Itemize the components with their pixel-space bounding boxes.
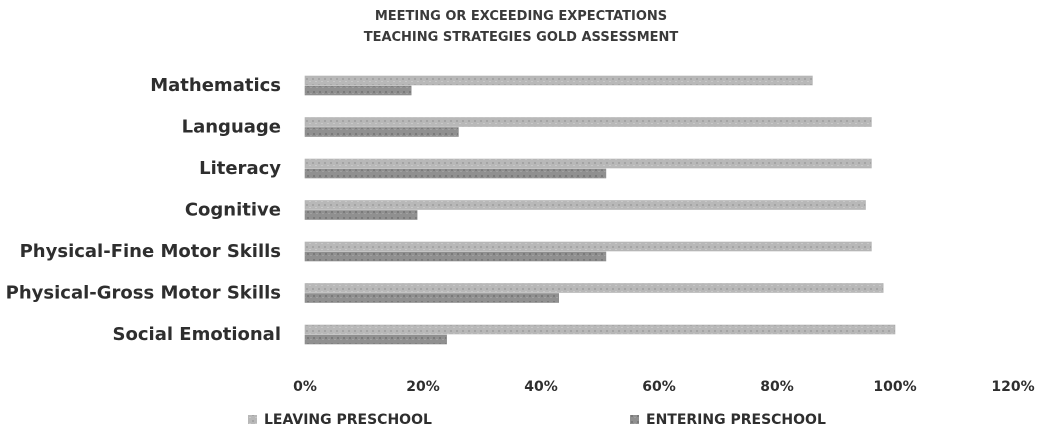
bar-leaving-preschool bbox=[304, 241, 872, 252]
bar-leaving-preschool bbox=[304, 283, 884, 293]
legend: LEAVING PRESCHOOL ENTERING PRESCHOOL bbox=[248, 412, 826, 428]
bar-leaving-preschool bbox=[304, 158, 872, 169]
x-tick-label: 120% bbox=[991, 379, 1034, 395]
bar-entering-preschool bbox=[304, 210, 418, 220]
x-tick-label: 80% bbox=[760, 379, 794, 395]
legend-swatch bbox=[248, 415, 257, 424]
legend-label: LEAVING PRESCHOOL bbox=[264, 412, 432, 428]
x-tick-label: 40% bbox=[524, 379, 558, 395]
bar-entering-preschool bbox=[304, 251, 607, 262]
category-labels: Mathematics Language Literacy Cognitive Phys… bbox=[6, 75, 282, 345]
x-tick-label: 20% bbox=[406, 379, 440, 395]
bar-entering-preschool bbox=[304, 168, 607, 179]
category-label: Literacy bbox=[199, 158, 281, 179]
category-label: Physical-Gross Motor Skills bbox=[6, 283, 281, 304]
x-tick-label: 100% bbox=[873, 379, 916, 395]
category-label: Social Emotional bbox=[113, 324, 281, 345]
bar-entering-preschool bbox=[304, 85, 412, 96]
x-axis-ticks: 0% 20% 40% 60% 80% 100% 120% bbox=[293, 379, 1035, 395]
legend-swatch bbox=[630, 415, 639, 424]
category-label: Language bbox=[182, 117, 281, 138]
bar-entering-preschool bbox=[304, 127, 459, 137]
bar-leaving-preschool bbox=[304, 324, 896, 335]
bar-leaving-preschool bbox=[304, 117, 872, 127]
category-label: Physical-Fine Motor Skills bbox=[20, 241, 281, 262]
category-label: Mathematics bbox=[150, 75, 281, 96]
category-label: Cognitive bbox=[185, 200, 281, 221]
x-tick-label: 0% bbox=[293, 379, 317, 395]
bar-leaving-preschool bbox=[304, 200, 866, 210]
chart-title-line-2: TEACHING STRATEGIES GOLD ASSESSMENT bbox=[364, 30, 679, 45]
x-tick-label: 60% bbox=[642, 379, 676, 395]
chart-title-line-1: MEETING OR EXCEEDING EXPECTATIONS bbox=[375, 9, 667, 24]
bar-entering-preschool bbox=[304, 293, 559, 303]
chart-title: MEETING OR EXCEEDING EXPECTATIONS TEACHIN… bbox=[364, 9, 679, 45]
bar-entering-preschool bbox=[304, 334, 447, 345]
legend-label: ENTERING PRESCHOOL bbox=[646, 412, 826, 428]
bar-leaving-preschool bbox=[304, 75, 813, 86]
bars bbox=[304, 75, 896, 345]
